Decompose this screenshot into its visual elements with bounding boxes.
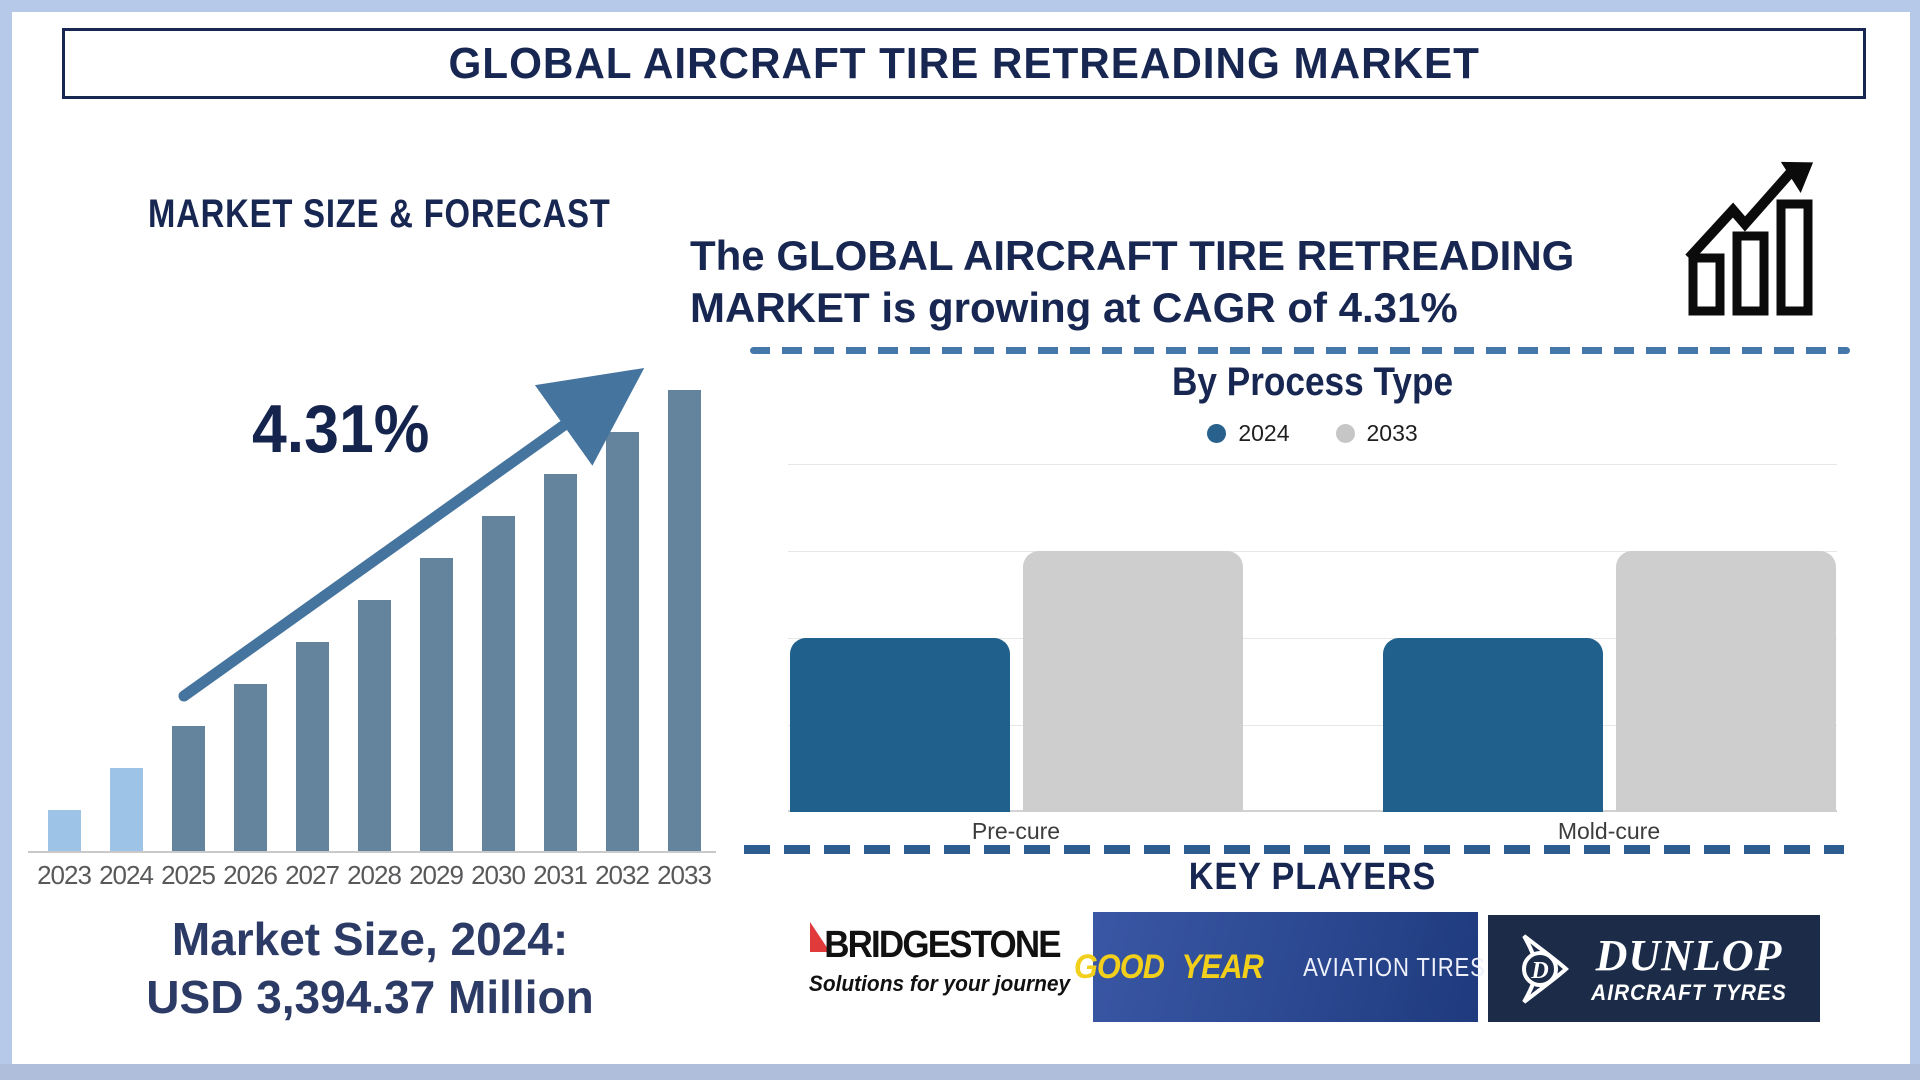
svg-text:D: D	[1530, 958, 1548, 984]
left-chart-baseline	[28, 851, 716, 853]
pre-cure-bar-2033	[1022, 551, 1243, 812]
title-banner: GLOBAL AIRCRAFT TIRE RETREADING MARKET	[62, 28, 1866, 99]
legend-dot-2033	[1335, 424, 1355, 443]
cagr-headline: The GLOBAL AIRCRAFT TIRE RETREADING MARK…	[690, 230, 1574, 334]
process-type-grouped-bar-chart: Pre-cure Mold-cure	[788, 464, 1837, 844]
page-border-bottom	[0, 1064, 1920, 1080]
bridgestone-name: BRIDGESTONE	[824, 923, 1061, 966]
gridline	[788, 464, 1837, 465]
dunlop-suffix: AIRCRAFT TYRES	[1591, 979, 1787, 1005]
market-size-callout: Market Size, 2024: USD 3,394.37 Million	[60, 910, 680, 1026]
forecast-bar-2031	[543, 474, 577, 852]
forecast-bar-2023	[47, 810, 81, 852]
year-label-2031: 2031	[533, 860, 588, 890]
forecast-bar-2032	[605, 432, 639, 852]
cagr-headline-line2: MARKET is growing at CAGR of 4.31%	[690, 284, 1458, 331]
page-border-right	[1910, 0, 1920, 1080]
bridgestone-logo: BRIDGESTONE Solutions for your journey	[800, 905, 1080, 1015]
key-players-title: KEY PLAYERS	[1188, 856, 1437, 898]
market-size-line2: USD 3,394.37 Million	[146, 971, 594, 1023]
bridgestone-red-triangle-icon	[809, 921, 830, 952]
goodyear-word-left: GOOD	[1073, 947, 1165, 986]
forecast-bar-2027	[295, 642, 329, 852]
mold-cure-bar-2033	[1615, 551, 1836, 812]
left-chart-year-labels: 2023 2024 2025 2026 2027 2028 2029 2030 2031 2032…	[33, 860, 715, 892]
year-label-2028: 2028	[347, 860, 402, 890]
right-chart-baseline	[788, 810, 1837, 812]
gridline	[788, 638, 1837, 639]
gridline	[788, 551, 1837, 552]
left-section-title: MARKET SIZE & FORECAST	[148, 192, 611, 236]
dunlop-logo: D DUNLOP AIRCRAFT TYRES	[1488, 915, 1820, 1022]
year-label-2030: 2030	[471, 860, 526, 890]
legend-label-2033: 2033	[1366, 420, 1418, 446]
market-forecast-bar-chart	[33, 382, 715, 852]
legend-item-2033: 2033	[1335, 420, 1418, 447]
page-border-top	[0, 0, 1920, 12]
year-label-2024: 2024	[99, 860, 154, 890]
year-label-2029: 2029	[409, 860, 464, 890]
page-title: GLOBAL AIRCRAFT TIRE RETREADING MARKET	[448, 38, 1480, 88]
dunlop-d-arrow-icon: D	[1522, 933, 1570, 1004]
dunlop-name: DUNLOP	[1595, 930, 1783, 980]
forecast-bar-2028	[357, 600, 391, 852]
year-label-2033: 2033	[657, 860, 712, 890]
year-label-2032: 2032	[595, 860, 650, 890]
year-label-2023: 2023	[37, 860, 92, 890]
year-label-2026: 2026	[223, 860, 278, 890]
cagr-headline-line1: The GLOBAL AIRCRAFT TIRE RETREADING	[690, 232, 1575, 279]
mold-cure-bar-2024	[1382, 638, 1603, 812]
year-label-2027: 2027	[285, 860, 340, 890]
process-type-chart-title: By Process Type	[1171, 360, 1454, 404]
gridline	[788, 725, 1837, 726]
cagr-value-label: 4.31%	[252, 391, 430, 467]
goodyear-suffix: AVIATION TIRES	[1303, 951, 1486, 982]
year-label-2025: 2025	[161, 860, 216, 890]
chart-legend: 2024 2033	[788, 420, 1837, 447]
legend-dot-2024	[1207, 424, 1227, 443]
market-size-line1: Market Size, 2024:	[171, 913, 569, 965]
category-label-pre-cure: Pre-cure	[971, 818, 1061, 844]
category-label-mold-cure: Mold-cure	[1557, 818, 1661, 844]
goodyear-word-right: YEAR	[1181, 947, 1263, 986]
forecast-bar-2026	[233, 684, 267, 852]
pre-cure-bar-2024	[789, 638, 1010, 812]
bridgestone-tagline: Solutions for your journey	[809, 970, 1071, 996]
page-border-left	[0, 0, 12, 1080]
trend-arrow-icon	[178, 368, 645, 702]
dashed-divider-bottom	[744, 845, 1844, 854]
growth-chart-icon	[1685, 161, 1814, 316]
dashed-divider-top	[750, 347, 1850, 354]
forecast-bar-2030	[481, 516, 515, 852]
bridgestone-wordmark: BRIDGESTONE	[809, 921, 1070, 967]
forecast-bar-2024	[109, 768, 143, 852]
legend-label-2024: 2024	[1238, 420, 1290, 446]
forecast-bar-2029	[419, 558, 453, 852]
goodyear-logo: GOOD YEAR AVIATION TIRES	[1074, 912, 1485, 1022]
forecast-bar-2025	[171, 726, 205, 852]
forecast-bar-2033	[667, 390, 701, 852]
legend-item-2024: 2024	[1207, 420, 1290, 447]
